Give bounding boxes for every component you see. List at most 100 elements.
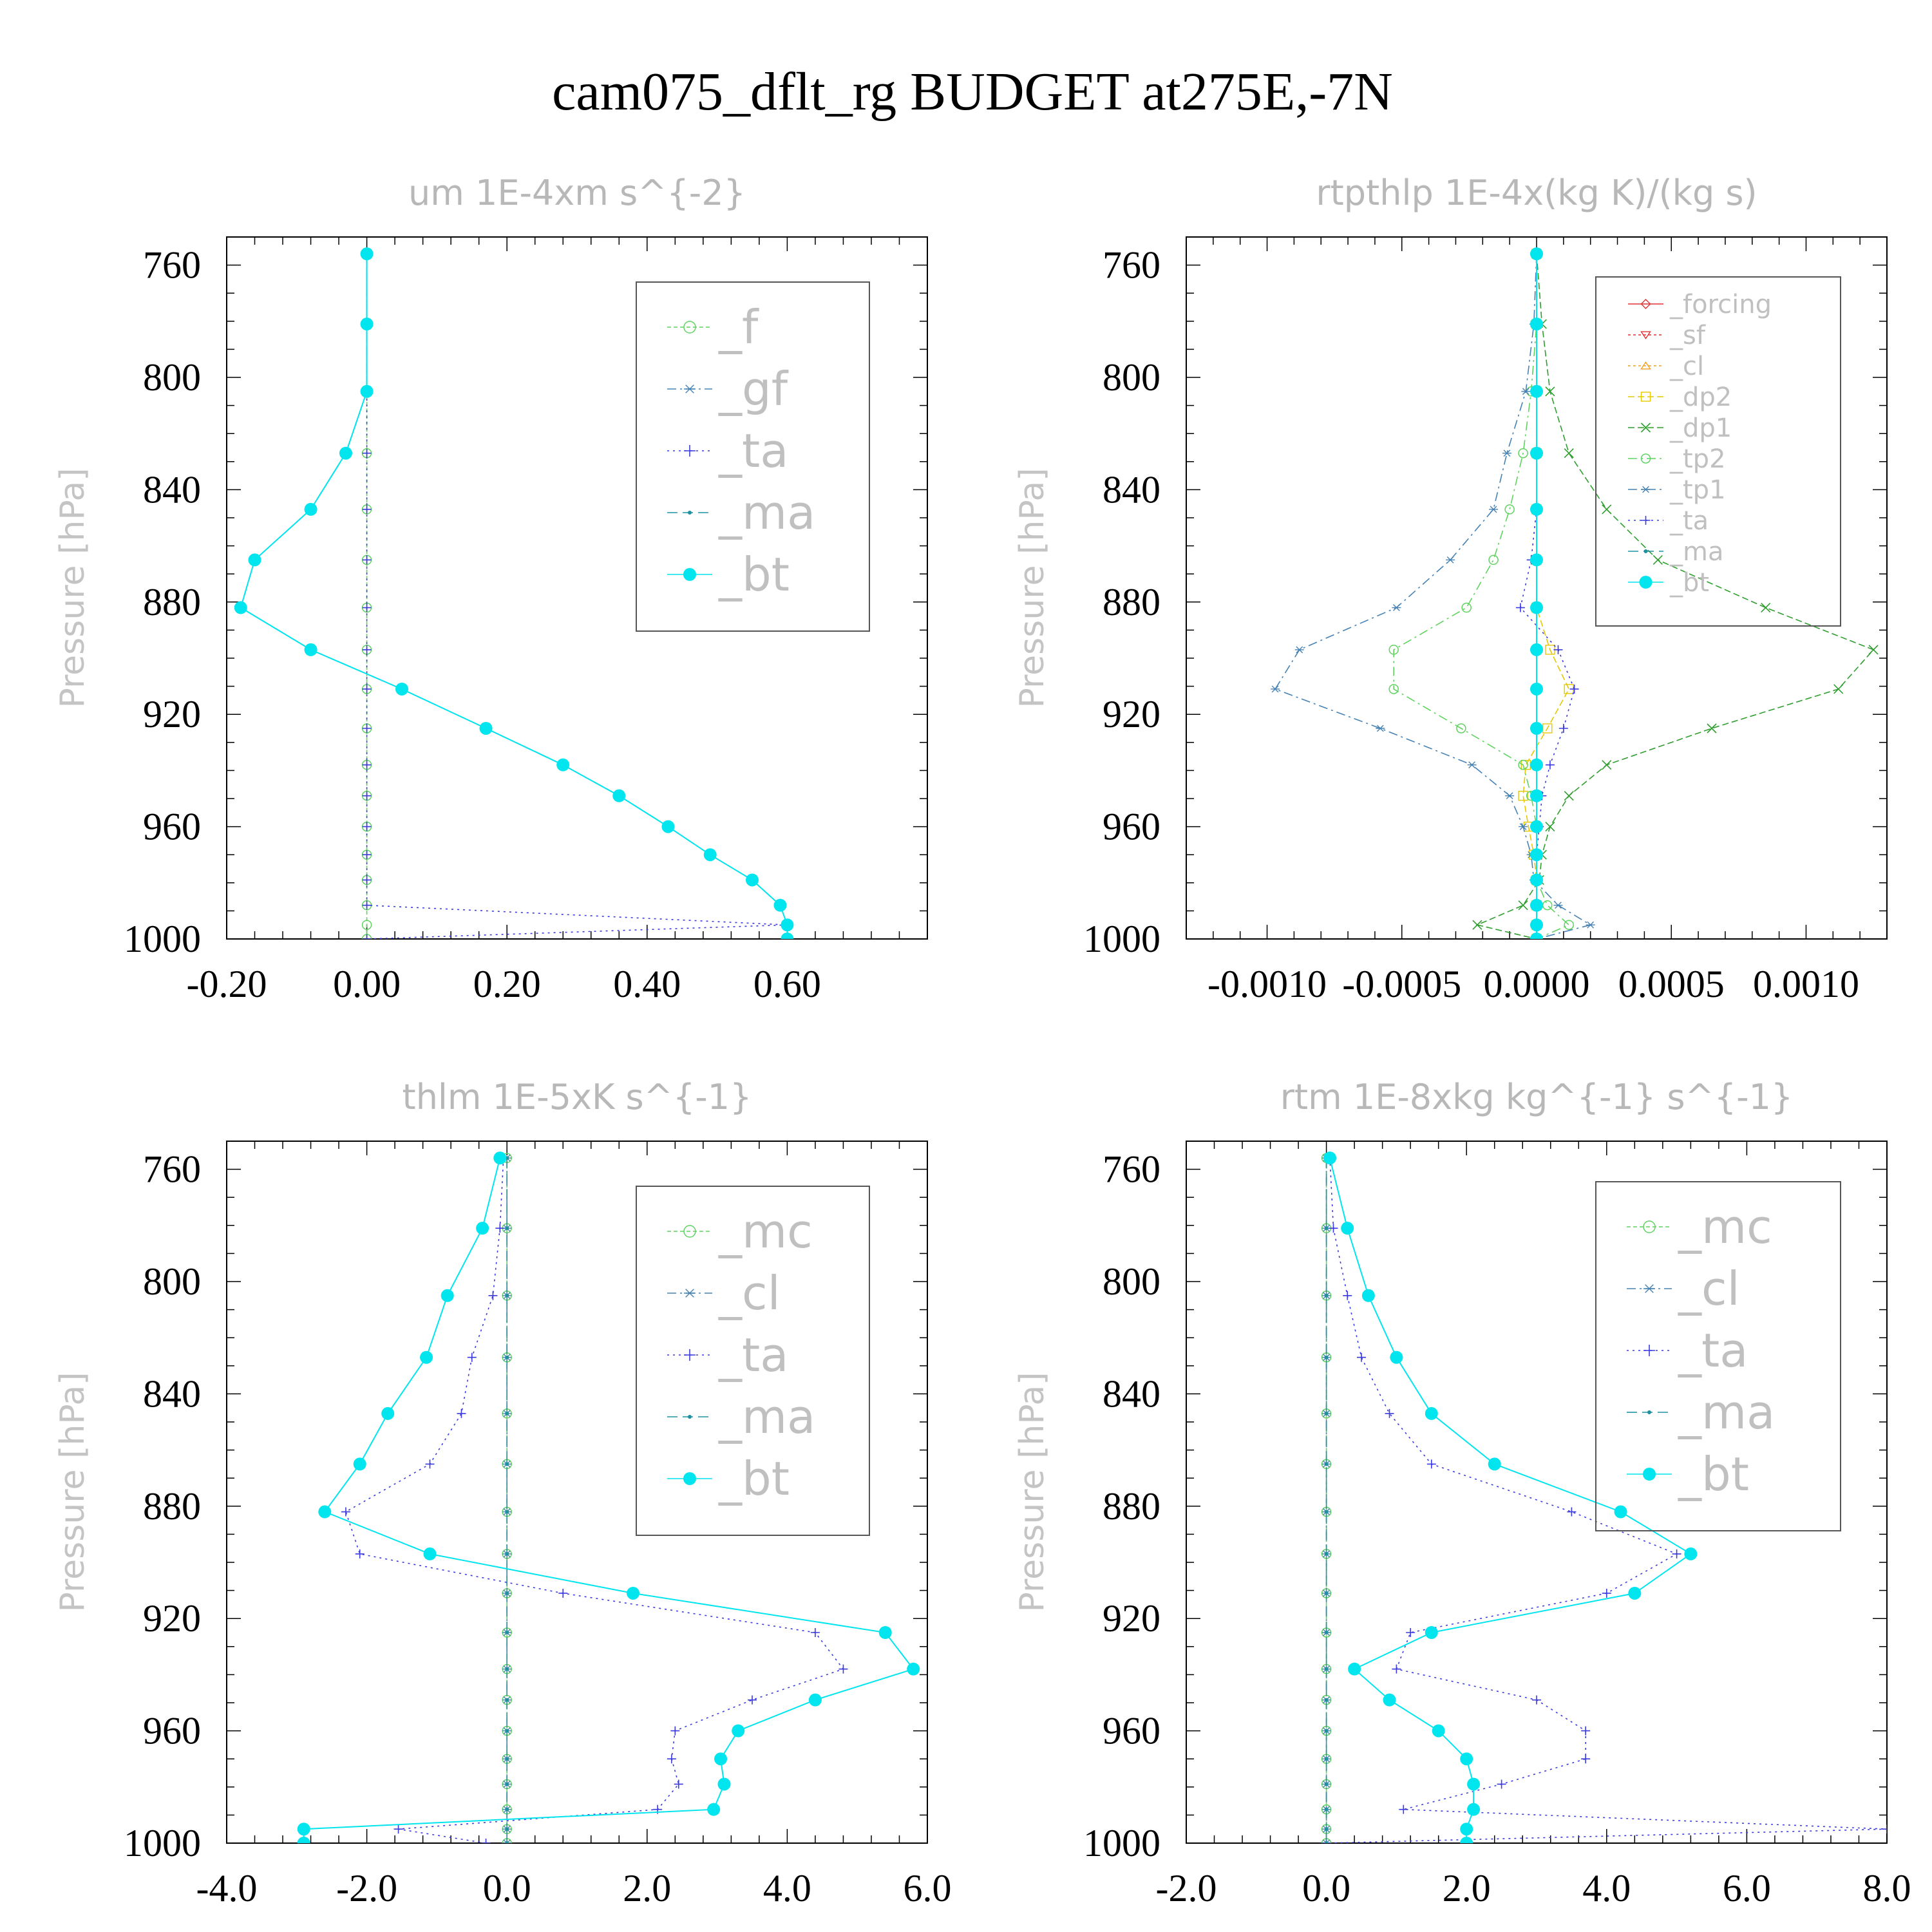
point-bt [1530,722,1543,735]
legend-label: _bt [718,1452,790,1506]
point-bt [1530,317,1543,331]
x-tick-label: 0.0010 [1753,963,1859,1005]
legend-label: _tp1 [1669,475,1726,505]
legend-box [1595,1181,1841,1531]
point-ma [505,1226,509,1231]
point-tp2 [1388,645,1399,655]
point-ta [481,1839,491,1843]
point-bt [420,1350,433,1364]
point-bt [297,1837,310,1843]
point-ma [1324,1591,1329,1595]
y-tick-label: 920 [143,1597,201,1640]
point-ta [1545,760,1555,770]
point-ta [362,448,372,458]
point-bt [304,643,317,656]
legend-marker [688,1415,692,1419]
point-bt [781,933,794,939]
point-bt [1614,1505,1627,1519]
point-ta [1553,645,1563,654]
point-ma [1324,1698,1329,1702]
panel-title: rtpthlp 1E-4x(kg K)/(kg s) [1316,173,1757,213]
x-tick-label: 0.00 [333,963,401,1005]
point-ma [1324,1728,1329,1733]
legend-label: _bt [1669,568,1709,598]
point-ta [362,822,372,831]
legend-marker [1640,392,1651,402]
point-ta [362,724,372,733]
point-dp1 [1833,684,1844,694]
y-tick-label: 760 [1103,244,1160,287]
panel-2: rtpthlp 1E-4x(kg K)/(kg s) Pressure [hPa]… [1013,173,1888,1005]
point-ta [362,791,372,800]
x-tick-label: 0.0 [483,1867,531,1909]
legend-label: _cl [1669,352,1704,381]
point-bt [907,1662,920,1676]
point-ma [1324,1293,1329,1298]
y-tick-label: 960 [143,806,201,848]
y-tick-label: 1000 [1083,918,1160,960]
point-dp1 [1472,920,1482,930]
point-bt [1460,1752,1473,1766]
point-ma [1324,1757,1329,1761]
y-tick-label: 840 [143,1372,201,1415]
point-ma [505,1551,509,1556]
point-ma [1324,1411,1329,1416]
point-ta [1882,1824,1887,1834]
point-ta [838,1664,848,1674]
legend-marker [1640,422,1651,433]
point-tp1 [1392,604,1401,611]
x-tick-label: 6.0 [1723,1867,1771,1909]
point-ta [1567,1507,1577,1517]
point-cl [502,1839,512,1843]
point-tp2 [1564,920,1574,930]
legend-label: _ta [718,1328,788,1382]
point-tp1 [1489,506,1499,513]
point-ta [1581,1726,1591,1736]
legend-marker [1641,486,1651,493]
point-bt [479,722,493,735]
point-ma [505,1782,509,1786]
x-tick-label: 0.40 [613,963,681,1005]
point-ta [362,760,372,770]
point-bt [746,873,759,887]
legend-marker [1640,453,1651,464]
y-tick-label: 1000 [124,1822,201,1864]
panel-1: um 1E-4xm s^{-2} Pressure [hPa] 760 800 840 8… [53,173,928,1005]
point-bt [440,1289,454,1302]
point-ta [1399,1804,1408,1814]
legend: _mc _cl _ta _ma _bt [636,1186,870,1536]
point-ta [362,934,372,939]
y-tick-label: 840 [143,468,201,511]
point-bt [248,553,261,567]
figure-title: cam075_dflt_rg BUDGET at275E,-7N [552,62,1393,122]
point-ma [505,1631,509,1634]
point-bt [1323,1151,1337,1165]
legend-marker [1641,516,1651,525]
point-tp2 [1488,554,1499,565]
legend-marker [684,445,696,457]
y-tick-label: 800 [143,356,201,399]
panel-3: thlm 1E-5xK s^{-1} Pressure [hPa] 760 800 84… [53,1077,952,1909]
legend-marker [684,384,696,393]
legend-box [636,281,870,632]
point-bt [360,317,374,331]
point-ta [1392,1664,1401,1674]
point-ma [505,1462,509,1466]
legend-label: _ma [718,486,815,540]
y-tick-label: 960 [143,1710,201,1752]
x-tick-label: 4.0 [1582,1867,1631,1909]
point-dp1 [1545,386,1555,397]
point-bt [353,1457,366,1471]
point-dp1 [1707,723,1717,734]
point-bt [732,1724,745,1738]
legend-label: _dp1 [1669,413,1732,443]
point-bt [297,1823,310,1836]
point-bt [714,1752,728,1766]
x-tick-label: 4.0 [763,1867,811,1909]
point-ma [1324,1631,1329,1634]
point-ma [505,1698,509,1702]
legend-marker [683,1225,696,1238]
legend-label: _tp2 [1669,444,1726,474]
point-bt [1530,789,1543,802]
legend-marker [1643,1284,1655,1293]
